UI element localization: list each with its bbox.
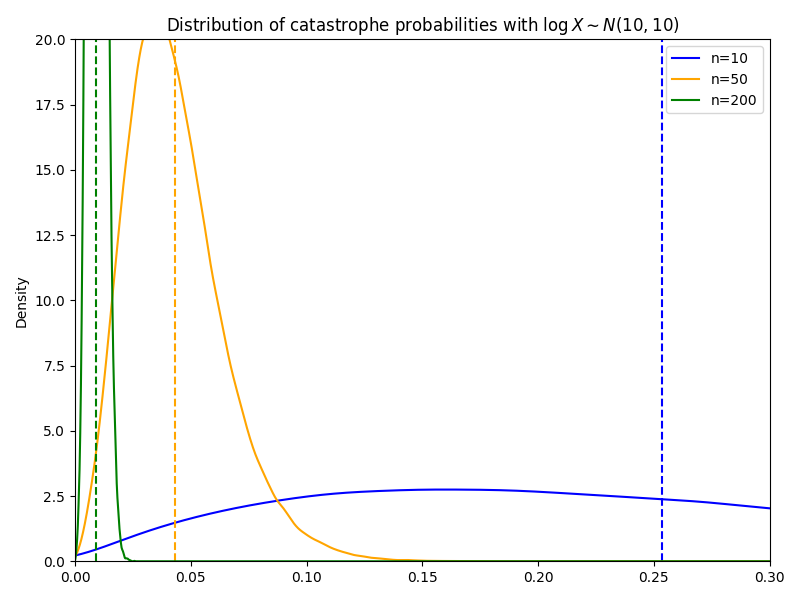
Legend: n=10, n=50, n=200: n=10, n=50, n=200 (666, 46, 762, 113)
n=10 (765, 505, 774, 512)
n=200 (152, 557, 162, 565)
Line: n=10: n=10 (75, 490, 770, 556)
n=200 (746, 557, 755, 565)
Y-axis label: Density: Density (15, 274, 29, 326)
Title: Distribution of catastrophe probabilities with $\log X \sim N(10, 10)$: Distribution of catastrophe probabilitie… (166, 15, 679, 37)
n=10 (745, 503, 754, 510)
n=50 (150, 13, 160, 20)
n=200 (745, 557, 754, 565)
n=10 (440, 486, 450, 493)
n=200 (765, 557, 774, 565)
n=200 (618, 557, 627, 565)
n=200 (106, 164, 116, 172)
n=10 (390, 487, 399, 494)
n=50 (728, 557, 738, 565)
n=200 (409, 557, 418, 565)
Line: n=50: n=50 (75, 16, 770, 561)
n=10 (408, 486, 418, 493)
n=10 (618, 493, 627, 500)
n=10 (745, 503, 754, 510)
n=10 (70, 552, 80, 559)
n=50 (106, 313, 115, 320)
n=50 (618, 557, 627, 565)
n=200 (390, 557, 400, 565)
n=10 (106, 541, 115, 548)
n=200 (70, 557, 80, 564)
Line: n=200: n=200 (75, 0, 770, 561)
n=50 (70, 553, 80, 560)
n=50 (408, 557, 418, 564)
n=50 (745, 557, 754, 565)
n=50 (746, 557, 755, 565)
n=50 (765, 557, 774, 565)
n=50 (390, 556, 399, 563)
